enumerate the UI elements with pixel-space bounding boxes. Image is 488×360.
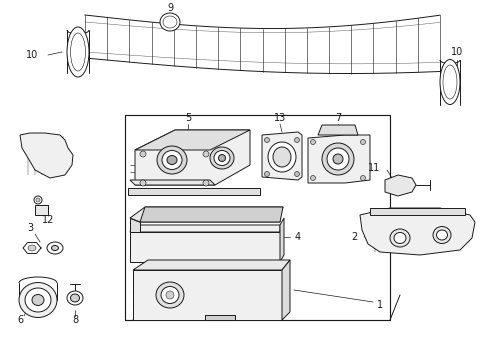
Ellipse shape	[167, 156, 177, 165]
Polygon shape	[384, 175, 415, 196]
Ellipse shape	[156, 282, 183, 308]
Polygon shape	[307, 135, 369, 183]
Text: 8: 8	[72, 315, 78, 325]
Ellipse shape	[294, 138, 299, 143]
Text: 10: 10	[450, 47, 462, 57]
Polygon shape	[204, 315, 235, 320]
Polygon shape	[359, 208, 474, 255]
Polygon shape	[369, 208, 464, 215]
Text: 3: 3	[27, 223, 33, 233]
Ellipse shape	[28, 245, 36, 251]
Ellipse shape	[203, 151, 208, 157]
Polygon shape	[280, 218, 284, 262]
Ellipse shape	[393, 233, 405, 243]
Ellipse shape	[163, 16, 177, 28]
Text: 13: 13	[273, 113, 285, 123]
Ellipse shape	[332, 154, 342, 164]
Ellipse shape	[162, 150, 182, 170]
Polygon shape	[140, 207, 283, 222]
Ellipse shape	[19, 283, 57, 318]
Ellipse shape	[157, 146, 186, 174]
Ellipse shape	[209, 147, 234, 169]
Ellipse shape	[34, 196, 42, 204]
Ellipse shape	[436, 230, 447, 240]
Ellipse shape	[214, 150, 229, 166]
Ellipse shape	[360, 139, 365, 144]
Polygon shape	[128, 188, 260, 195]
Ellipse shape	[267, 142, 295, 172]
Ellipse shape	[218, 154, 225, 162]
Polygon shape	[135, 130, 249, 150]
Text: 10: 10	[26, 50, 38, 60]
Ellipse shape	[389, 229, 409, 247]
Ellipse shape	[326, 148, 348, 170]
Bar	[125, 115, 389, 320]
Ellipse shape	[161, 287, 179, 303]
Polygon shape	[130, 232, 280, 262]
Ellipse shape	[140, 151, 146, 157]
Ellipse shape	[160, 13, 180, 31]
Ellipse shape	[439, 59, 459, 104]
Ellipse shape	[294, 171, 299, 176]
Polygon shape	[135, 130, 249, 185]
Polygon shape	[130, 207, 283, 222]
Polygon shape	[317, 125, 357, 135]
Ellipse shape	[67, 27, 89, 77]
Ellipse shape	[140, 180, 146, 186]
Text: 12: 12	[42, 215, 54, 225]
Ellipse shape	[70, 33, 85, 71]
Polygon shape	[20, 133, 73, 178]
Ellipse shape	[51, 246, 59, 251]
Ellipse shape	[310, 139, 315, 144]
Text: 6: 6	[17, 315, 23, 325]
Ellipse shape	[32, 294, 44, 306]
Text: 2: 2	[351, 232, 357, 242]
Ellipse shape	[67, 291, 83, 305]
Polygon shape	[133, 260, 289, 270]
Ellipse shape	[47, 242, 63, 254]
Ellipse shape	[264, 138, 269, 143]
Ellipse shape	[442, 65, 456, 99]
Polygon shape	[262, 132, 302, 180]
Ellipse shape	[36, 198, 40, 202]
Ellipse shape	[70, 294, 80, 302]
Polygon shape	[133, 270, 282, 320]
Ellipse shape	[272, 147, 290, 167]
Ellipse shape	[264, 171, 269, 176]
Ellipse shape	[25, 288, 51, 312]
Text: 4: 4	[294, 232, 301, 242]
Ellipse shape	[432, 226, 450, 243]
Text: 11: 11	[367, 163, 379, 173]
Polygon shape	[282, 260, 289, 320]
Polygon shape	[35, 205, 48, 215]
Ellipse shape	[321, 143, 353, 175]
Polygon shape	[130, 180, 215, 185]
Polygon shape	[130, 218, 140, 232]
Ellipse shape	[310, 175, 315, 180]
Ellipse shape	[165, 291, 174, 299]
Ellipse shape	[360, 175, 365, 180]
Text: 7: 7	[334, 113, 341, 123]
Text: 1: 1	[376, 300, 382, 310]
Polygon shape	[130, 225, 280, 232]
Ellipse shape	[203, 180, 208, 186]
Text: 5: 5	[184, 113, 191, 123]
Text: 9: 9	[166, 3, 173, 13]
